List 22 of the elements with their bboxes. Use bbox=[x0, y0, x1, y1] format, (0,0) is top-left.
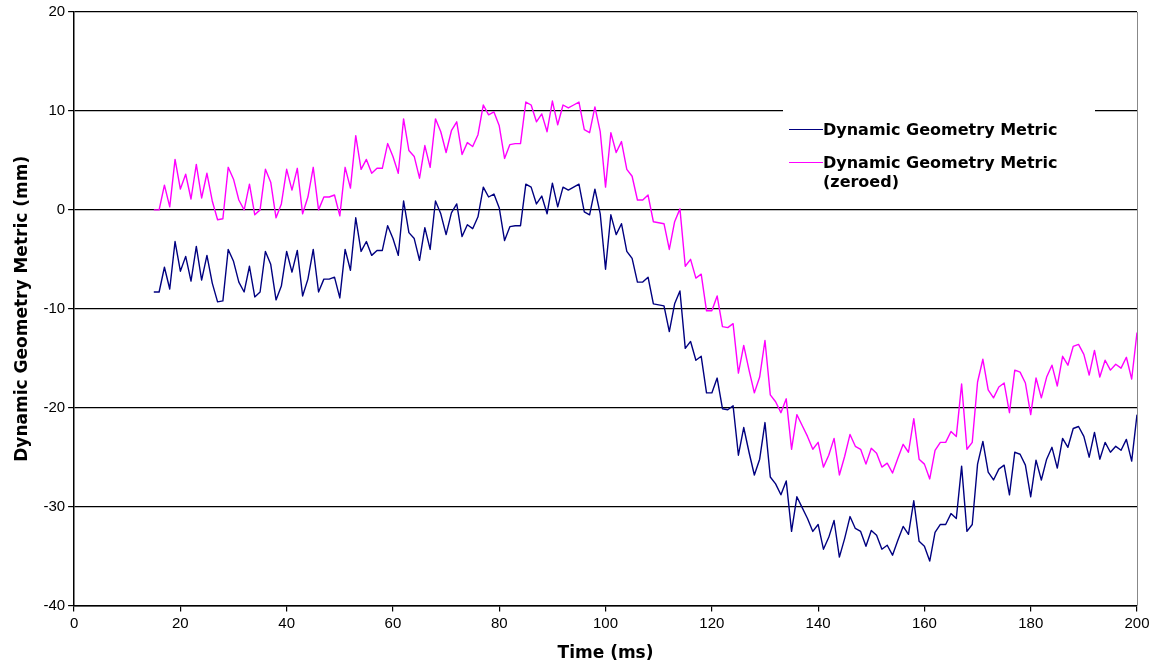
y-tick-label: -10 bbox=[43, 298, 66, 316]
x-tick-label: 180 bbox=[1018, 613, 1044, 631]
legend-label: Dynamic Geometry Metric (zeroed) bbox=[823, 153, 1059, 191]
y-tick-label: -20 bbox=[43, 397, 66, 415]
x-tick-label: 100 bbox=[593, 613, 619, 631]
x-tick-label: 0 bbox=[69, 613, 79, 631]
x-tick-label: 60 bbox=[384, 613, 402, 631]
x-tick-label: 40 bbox=[278, 613, 296, 631]
y-tick-label: -30 bbox=[43, 496, 66, 514]
y-axis-title: Dynamic Geometry Metric (mm) bbox=[10, 155, 31, 462]
legend-label: Dynamic Geometry Metric bbox=[823, 120, 1058, 139]
x-tick-label: 140 bbox=[805, 613, 831, 631]
x-tick-label: 200 bbox=[1124, 613, 1150, 631]
x-tick-label: 20 bbox=[172, 613, 189, 631]
x-tick-label: 80 bbox=[490, 613, 508, 631]
x-tick-label: 120 bbox=[699, 613, 725, 631]
x-axis-title: Time (ms) bbox=[557, 642, 654, 663]
x-tick-label: 160 bbox=[911, 613, 937, 631]
y-tick-label: -40 bbox=[43, 595, 66, 613]
y-tick-label: 0 bbox=[56, 200, 66, 218]
y-tick-label: 10 bbox=[48, 101, 66, 119]
y-tick-label: 20 bbox=[48, 2, 66, 20]
